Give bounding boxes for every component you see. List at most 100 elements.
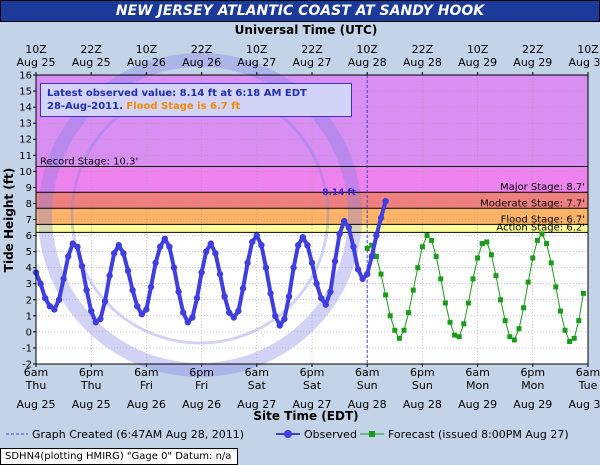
observed-point bbox=[115, 241, 123, 249]
observed-point bbox=[60, 275, 67, 283]
stage-label: Moderate Stage: 7.7' bbox=[480, 198, 585, 209]
observed-point bbox=[299, 233, 306, 241]
top-tick-time: 10Z bbox=[136, 43, 158, 56]
forecast-point bbox=[479, 241, 485, 247]
y-tick-label: 6 bbox=[26, 231, 32, 242]
bottom-tick-date: Aug 27 bbox=[237, 398, 276, 411]
observed-point bbox=[120, 250, 127, 257]
observed-point bbox=[101, 298, 109, 305]
y-tick-label: 7 bbox=[26, 215, 32, 226]
observed-point bbox=[207, 240, 214, 247]
forecast-point bbox=[507, 334, 513, 340]
top-tick-date: Aug 25 bbox=[72, 56, 111, 69]
stage-label: Major Stage: 8.7' bbox=[500, 182, 585, 193]
bottom-tick-day: Sun bbox=[357, 379, 378, 392]
observed-point bbox=[46, 303, 53, 310]
y-axis-title: Tide Height (ft) bbox=[2, 168, 16, 272]
y-tick-label: 5 bbox=[26, 247, 32, 258]
observed-point bbox=[377, 214, 385, 222]
y-tick-label: 1 bbox=[26, 311, 32, 322]
y-tick-label: 15 bbox=[19, 87, 32, 98]
observed-point bbox=[327, 288, 334, 295]
forecast-point bbox=[465, 300, 471, 306]
bottom-tick-date: Aug 25 bbox=[72, 398, 111, 411]
bottom-tick-day: Thu bbox=[80, 379, 102, 392]
forecast-point bbox=[410, 287, 416, 293]
forecast-point bbox=[447, 319, 453, 325]
forecast-point bbox=[438, 276, 444, 282]
observed-point bbox=[249, 238, 256, 246]
observed-point bbox=[239, 285, 247, 292]
forecast-point bbox=[429, 237, 435, 243]
forecast-point bbox=[525, 279, 531, 285]
observed-point bbox=[157, 243, 164, 250]
observed-point bbox=[65, 253, 72, 260]
observed-point bbox=[198, 269, 205, 276]
stage-label: Action Stage: 6.2' bbox=[496, 222, 585, 233]
bottom-tick-day: Mon bbox=[466, 379, 489, 392]
observed-point bbox=[359, 275, 366, 283]
observed-point bbox=[69, 240, 77, 247]
forecast-point bbox=[493, 273, 499, 279]
bottom-tick-date: Aug 26 bbox=[182, 398, 221, 411]
top-tick-date: Aug 27 bbox=[293, 56, 332, 69]
forecast-point bbox=[530, 255, 536, 261]
chart-title: NEW JERSEY ATLANTIC COAST AT SANDY HOOK bbox=[0, 0, 600, 22]
y-tick-label: 8 bbox=[26, 199, 32, 210]
footer-note: SDHN4(plotting HMIRG) "Gage 0" Datum: n/… bbox=[0, 448, 238, 465]
y-tick-label: 3 bbox=[26, 279, 32, 290]
forecast-point bbox=[442, 300, 448, 306]
bottom-tick-time: 6pm bbox=[300, 366, 325, 379]
y-tick-label: 13 bbox=[19, 119, 32, 130]
bottom-tick-time: 6am bbox=[576, 366, 600, 379]
forecast-point bbox=[576, 318, 582, 324]
y-tick-label: 10 bbox=[19, 167, 32, 178]
observed-point bbox=[373, 232, 380, 239]
legend: Graph Created (6:47AM Aug 28, 2011) Obse… bbox=[6, 428, 569, 441]
forecast-point bbox=[557, 308, 563, 314]
forecast-point bbox=[511, 337, 517, 343]
observed-point bbox=[226, 309, 233, 316]
latest-observed-text: Latest observed value: 8.14 ft at 6:18 A… bbox=[47, 88, 307, 99]
top-tick-time: 22Z bbox=[522, 43, 544, 56]
top-tick-date: Aug 26 bbox=[182, 56, 221, 69]
observed-point bbox=[285, 293, 293, 300]
major-zone bbox=[36, 166, 588, 193]
forecast-point bbox=[419, 244, 425, 250]
forecast-point bbox=[364, 245, 370, 251]
forecast-point bbox=[534, 237, 540, 243]
observed-point bbox=[295, 241, 302, 249]
forecast-legend-label: Forecast (issued 8:00PM Aug 27) bbox=[388, 428, 569, 441]
forecast-point bbox=[580, 290, 586, 296]
y-tick-label: -1 bbox=[22, 343, 32, 354]
forecast-point bbox=[571, 335, 577, 341]
moderate-zone bbox=[36, 192, 588, 209]
observed-legend-marker bbox=[284, 430, 292, 438]
y-tick-label: 2 bbox=[26, 295, 32, 306]
stage-label: Flood Stage: 6.7' bbox=[501, 214, 585, 225]
forecast-point bbox=[567, 339, 573, 345]
observed-point bbox=[354, 266, 362, 273]
observed-point bbox=[97, 315, 104, 323]
observed-point bbox=[78, 262, 86, 270]
bottom-tick-day: Sun bbox=[412, 379, 433, 392]
forecast-point bbox=[387, 313, 393, 319]
info-second-line: 28-Aug-2011. Flood Stage is 6.7 ft bbox=[47, 100, 351, 113]
observed-point bbox=[364, 270, 371, 278]
observed-point bbox=[175, 288, 182, 295]
observed-point bbox=[267, 290, 274, 297]
observed-point bbox=[180, 309, 187, 316]
top-tick-date: Aug 30 bbox=[569, 56, 600, 69]
forecast-point bbox=[369, 242, 375, 248]
forecast-point bbox=[383, 292, 389, 298]
bottom-tick-day: Fri bbox=[195, 379, 208, 392]
observed-point bbox=[272, 312, 279, 320]
observed-point bbox=[83, 286, 90, 294]
forecast-point bbox=[373, 253, 379, 259]
forecast-point bbox=[516, 326, 522, 332]
observed-point bbox=[184, 319, 191, 326]
observed-point bbox=[138, 311, 145, 318]
bottom-tick-time: 6am bbox=[355, 366, 379, 379]
